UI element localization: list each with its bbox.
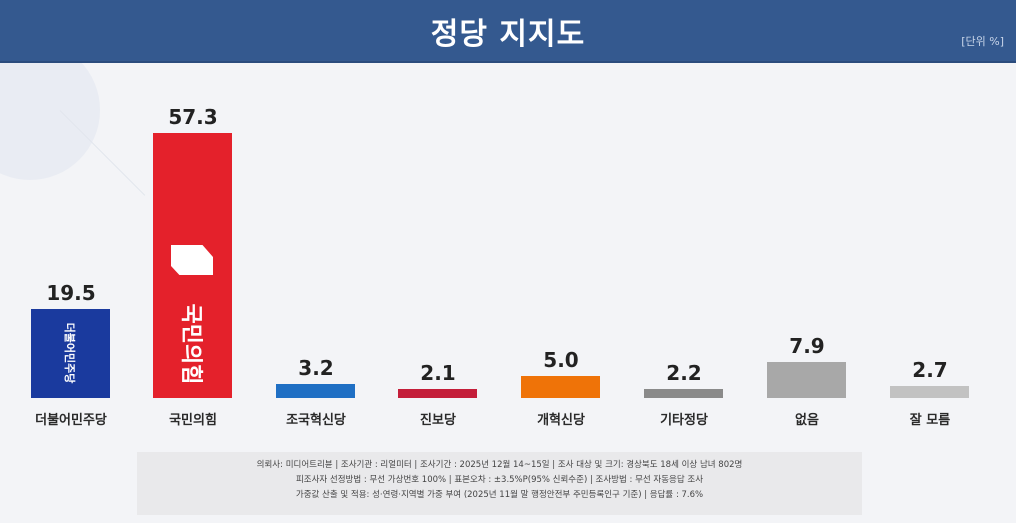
ppp-logo-icon — [171, 245, 213, 275]
bar-value-label: 2.7 — [912, 358, 948, 382]
bar: 더불어민주당 — [31, 309, 110, 398]
bar-value-label: 5.0 — [543, 348, 579, 372]
chart-header: 정당 지지도 [단위 %] — [0, 0, 1016, 63]
category-label: 개혁신당 — [537, 413, 585, 428]
bar-group: 19.5 더불어민주당 더불어민주당 — [16, 0, 126, 523]
bar-value-label: 2.2 — [666, 361, 702, 385]
bar — [398, 389, 477, 398]
bar-group: 5.0 개혁신당 — [506, 0, 616, 523]
bar — [767, 362, 846, 398]
bar-value-label: 57.3 — [168, 105, 218, 129]
chart-title: 정당 지지도 — [430, 17, 586, 52]
bar — [521, 376, 600, 398]
bar — [890, 386, 969, 398]
survey-footnote: 의뢰사: 미디어트리뷴 | 조사기관 : 리얼미터 | 조사기간 : 2025년… — [137, 452, 862, 515]
category-label: 조국혁신당 — [286, 413, 346, 428]
category-label: 잘 모름 — [909, 413, 951, 428]
bar-group: 2.1 진보당 — [383, 0, 493, 523]
footnote-line-1: 의뢰사: 미디어트리뷴 | 조사기관 : 리얼미터 | 조사기간 : 2025년… — [256, 460, 743, 470]
bar-value-label: 2.1 — [420, 361, 456, 385]
category-label: 진보당 — [420, 413, 456, 428]
category-label: 기타정당 — [660, 413, 708, 428]
bar-group: 2.7 잘 모름 — [875, 0, 985, 523]
bar-value-label: 19.5 — [46, 281, 96, 305]
bar-group: 57.3 국민의힘 국민의힘 — [138, 0, 248, 523]
bar-group: 7.9 없음 — [752, 0, 862, 523]
bar-group: 3.2 조국혁신당 — [261, 0, 371, 523]
ppp-logo-text: 국민의힘 — [178, 303, 203, 385]
category-label: 국민의힘 — [169, 413, 217, 428]
footnote-line-3: 가중값 산출 및 적용: 성·연령·지역별 가중 부여 (2025년 11월 말… — [295, 490, 704, 500]
democratic-party-logo: 더불어민주당 — [63, 322, 76, 384]
bar-group: 2.2 기타정당 — [629, 0, 739, 523]
bar-value-label: 7.9 — [789, 334, 825, 358]
bar: 국민의힘 — [153, 133, 232, 398]
category-label: 없음 — [795, 413, 819, 428]
unit-label: [단위 %] — [961, 35, 1004, 48]
bar — [644, 389, 723, 398]
bar-value-label: 3.2 — [298, 356, 334, 380]
category-label: 더불어민주당 — [35, 413, 107, 428]
footnote-line-2: 피조사자 선정방법 : 무선 가상번호 100% | 표본오차 : ±3.5%P… — [295, 475, 704, 485]
bar — [276, 384, 355, 398]
